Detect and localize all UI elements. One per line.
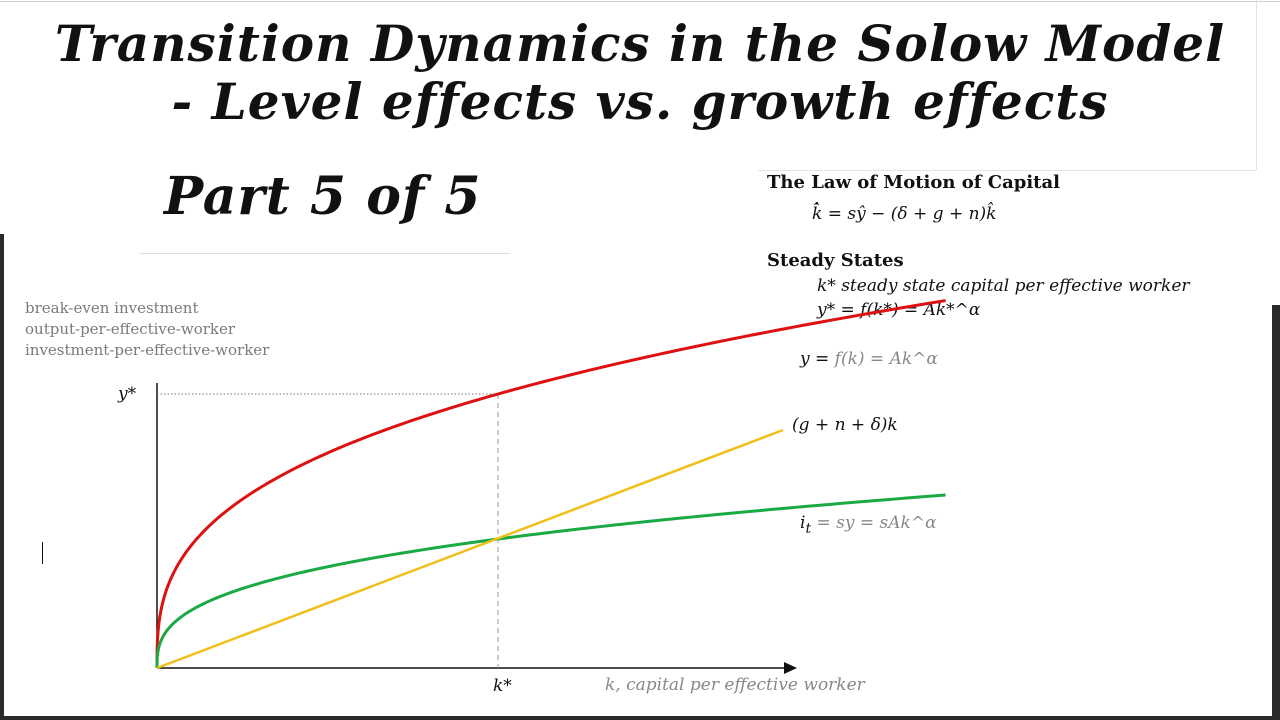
title-line-1: Transition Dynamics in the Solow Model bbox=[54, 14, 1226, 73]
equation-box-border bbox=[758, 170, 1256, 171]
equation-box-border-right bbox=[1256, 0, 1257, 170]
y-axis-label-output: output-per-effective-worker bbox=[25, 320, 236, 338]
header-border bbox=[0, 1, 1280, 2]
k-star-definition: k* steady state capital per effective wo… bbox=[817, 276, 1190, 296]
y-axis-label-break-even: break-even investment bbox=[25, 299, 199, 317]
x-axis-title: k, capital per effective worker bbox=[605, 675, 866, 695]
y-star-tick-label: y* bbox=[117, 384, 137, 404]
output-curve-label: y = f(k) = Ak^α bbox=[799, 349, 938, 369]
law-of-motion-heading: The Law of Motion of Capital bbox=[767, 172, 1060, 193]
output-curve bbox=[155, 299, 946, 669]
steady-states-heading: Steady States bbox=[767, 250, 904, 271]
law-of-motion-equation: k̂̇ = sŷ − (δ + g + n)k̂ bbox=[812, 204, 997, 224]
part-underline bbox=[140, 253, 510, 254]
investment-curve-label: it = sy = sAk^α bbox=[800, 513, 937, 537]
frame-bottom-border bbox=[0, 716, 1280, 720]
part-label: Part 5 of 5 bbox=[164, 166, 482, 227]
frame-left-border bbox=[0, 234, 4, 720]
break-even-line-label: (g + n + δ)k bbox=[792, 415, 898, 435]
text-cursor bbox=[42, 542, 43, 564]
title-line-2: - Level effects vs. growth effects bbox=[171, 72, 1109, 131]
investment-curve bbox=[155, 493, 946, 669]
y-axis-label-investment: investment-per-effective-worker bbox=[25, 341, 270, 359]
break-even-line bbox=[156, 428, 784, 670]
x-axis-arrow bbox=[784, 662, 797, 674]
frame-right-border bbox=[1272, 305, 1280, 720]
k-star-tick-label: k* bbox=[493, 676, 512, 696]
